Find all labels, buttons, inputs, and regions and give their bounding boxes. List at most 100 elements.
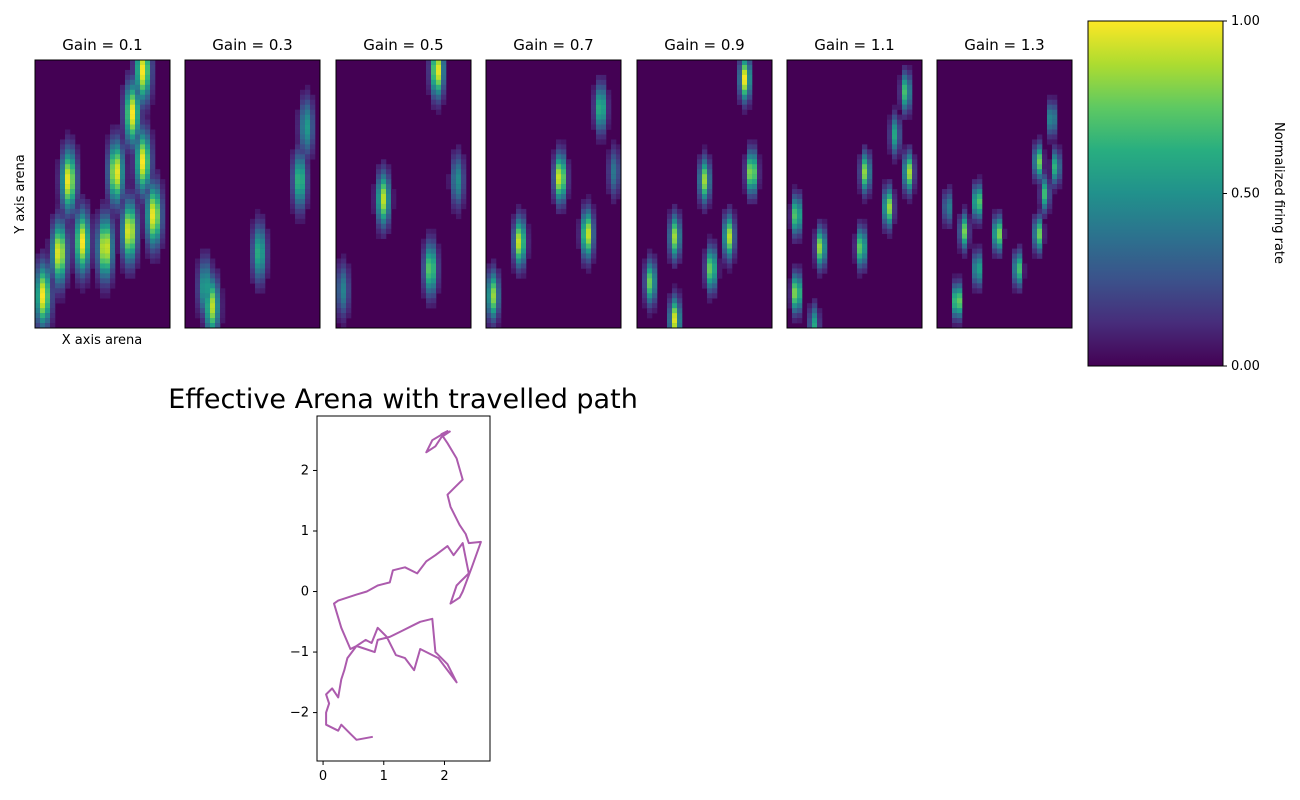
heatmap-cell bbox=[125, 203, 131, 210]
heatmap-cell bbox=[722, 218, 728, 225]
heatmap-cell bbox=[150, 218, 156, 225]
heatmap-cell bbox=[436, 258, 442, 264]
heatmap-cell bbox=[250, 223, 256, 230]
heatmap-cell bbox=[220, 308, 226, 314]
heatmap-cell bbox=[1017, 243, 1023, 249]
heatmap-cell bbox=[727, 268, 733, 274]
heatmap-cell bbox=[55, 208, 61, 215]
heatmap-cell bbox=[155, 198, 161, 205]
heatmap-cell bbox=[150, 84, 156, 91]
heatmap-cell bbox=[421, 268, 427, 274]
heatmap-cell bbox=[200, 298, 206, 304]
heatmap-cell bbox=[155, 189, 161, 195]
heatmap-cell bbox=[205, 303, 211, 309]
heatmap-cell bbox=[516, 228, 522, 234]
heatmap-cell bbox=[1002, 233, 1008, 239]
heatmap-cell bbox=[376, 194, 382, 200]
heatmap-cell bbox=[135, 74, 141, 81]
heatmap-cell bbox=[942, 223, 948, 230]
heatmap-cell bbox=[210, 283, 216, 289]
heatmap-cell bbox=[255, 248, 261, 254]
heatmap-cell bbox=[60, 258, 66, 264]
heatmap-cell bbox=[55, 278, 61, 284]
heatmap-cell bbox=[160, 179, 166, 185]
heatmap-cell bbox=[215, 293, 221, 299]
heatmap-cell bbox=[125, 149, 131, 155]
heatmap-cell bbox=[712, 268, 718, 274]
heatmap-cell bbox=[150, 89, 156, 96]
heatmap-cell bbox=[421, 253, 427, 259]
heatmap-cell bbox=[70, 268, 76, 274]
heatmap-cell bbox=[50, 278, 56, 284]
heatmap-cell bbox=[125, 134, 131, 140]
heatmap-cell bbox=[496, 298, 502, 304]
heatmap-cell bbox=[80, 253, 86, 259]
heatmap-cell bbox=[130, 74, 136, 81]
heatmap-cell bbox=[150, 134, 156, 140]
heatmap-cell bbox=[341, 323, 347, 329]
heatmap-cell bbox=[50, 308, 56, 314]
heatmap-cell bbox=[942, 194, 948, 200]
heatmap-cell bbox=[205, 268, 211, 274]
heatmap-cell bbox=[200, 283, 206, 289]
heatmap-cell bbox=[596, 119, 602, 125]
heatmap-cell bbox=[65, 283, 71, 289]
heatmap-cell bbox=[145, 228, 151, 234]
heatmap-cell bbox=[75, 184, 81, 190]
heatmap-cell bbox=[496, 278, 502, 284]
heatmap-cell bbox=[65, 149, 71, 155]
heatmap-panel-title: Gain = 1.3 bbox=[964, 36, 1044, 54]
heatmap-cell bbox=[887, 198, 893, 205]
heatmap-cell bbox=[70, 198, 76, 205]
heatmap-cell bbox=[652, 288, 658, 294]
heatmap-cell bbox=[902, 144, 908, 150]
heatmap-cell bbox=[1047, 124, 1053, 130]
heatmap-cell bbox=[862, 184, 868, 190]
heatmap-cell bbox=[426, 288, 432, 294]
heatmap-cell bbox=[857, 174, 863, 180]
heatmap-cell bbox=[295, 184, 301, 190]
heatmap-cell bbox=[1042, 169, 1048, 175]
heatmap-cell bbox=[857, 169, 863, 175]
heatmap-cell bbox=[436, 288, 442, 294]
heatmap-cell bbox=[120, 99, 126, 105]
heatmap-cell bbox=[887, 139, 893, 145]
heatmap-cell bbox=[787, 303, 793, 309]
heatmap-cell bbox=[1032, 179, 1038, 185]
heatmap-cell bbox=[942, 213, 948, 220]
heatmap-cell bbox=[140, 154, 146, 160]
heatmap-cell bbox=[65, 208, 71, 215]
path-y-tick-label: −1 bbox=[290, 645, 309, 660]
heatmap-cell bbox=[451, 189, 457, 195]
heatmap-cell bbox=[677, 303, 683, 309]
heatmap-cell bbox=[50, 288, 56, 294]
heatmap-cell bbox=[667, 258, 673, 264]
heatmap-cell bbox=[386, 174, 392, 180]
heatmap-cell bbox=[747, 189, 753, 195]
heatmap-cell bbox=[902, 104, 908, 110]
heatmap-cell bbox=[431, 243, 437, 249]
heatmap-cell bbox=[100, 208, 106, 215]
heatmap-cell bbox=[1052, 129, 1058, 135]
heatmap-cell bbox=[606, 149, 612, 155]
heatmap-cell bbox=[125, 189, 131, 195]
heatmap-cell bbox=[95, 278, 101, 284]
heatmap-cell bbox=[40, 263, 46, 269]
heatmap-cell bbox=[130, 263, 136, 269]
heatmap-cell bbox=[135, 203, 141, 210]
heatmap-cell bbox=[707, 164, 713, 170]
heatmap-cell bbox=[817, 223, 823, 230]
heatmap-cell bbox=[135, 154, 141, 160]
heatmap-cell bbox=[85, 203, 91, 210]
heatmap-cell bbox=[140, 109, 146, 115]
heatmap-cell bbox=[667, 313, 673, 319]
heatmap-cell bbox=[125, 169, 131, 175]
heatmap-cell bbox=[812, 323, 818, 329]
heatmap-cell bbox=[60, 278, 66, 284]
heatmap-cell bbox=[341, 293, 347, 299]
heatmap-cell bbox=[817, 238, 823, 244]
heatmap-cell bbox=[591, 99, 597, 105]
heatmap-cell bbox=[672, 203, 678, 210]
heatmap-cell bbox=[752, 139, 758, 145]
heatmap-cell bbox=[822, 253, 828, 259]
